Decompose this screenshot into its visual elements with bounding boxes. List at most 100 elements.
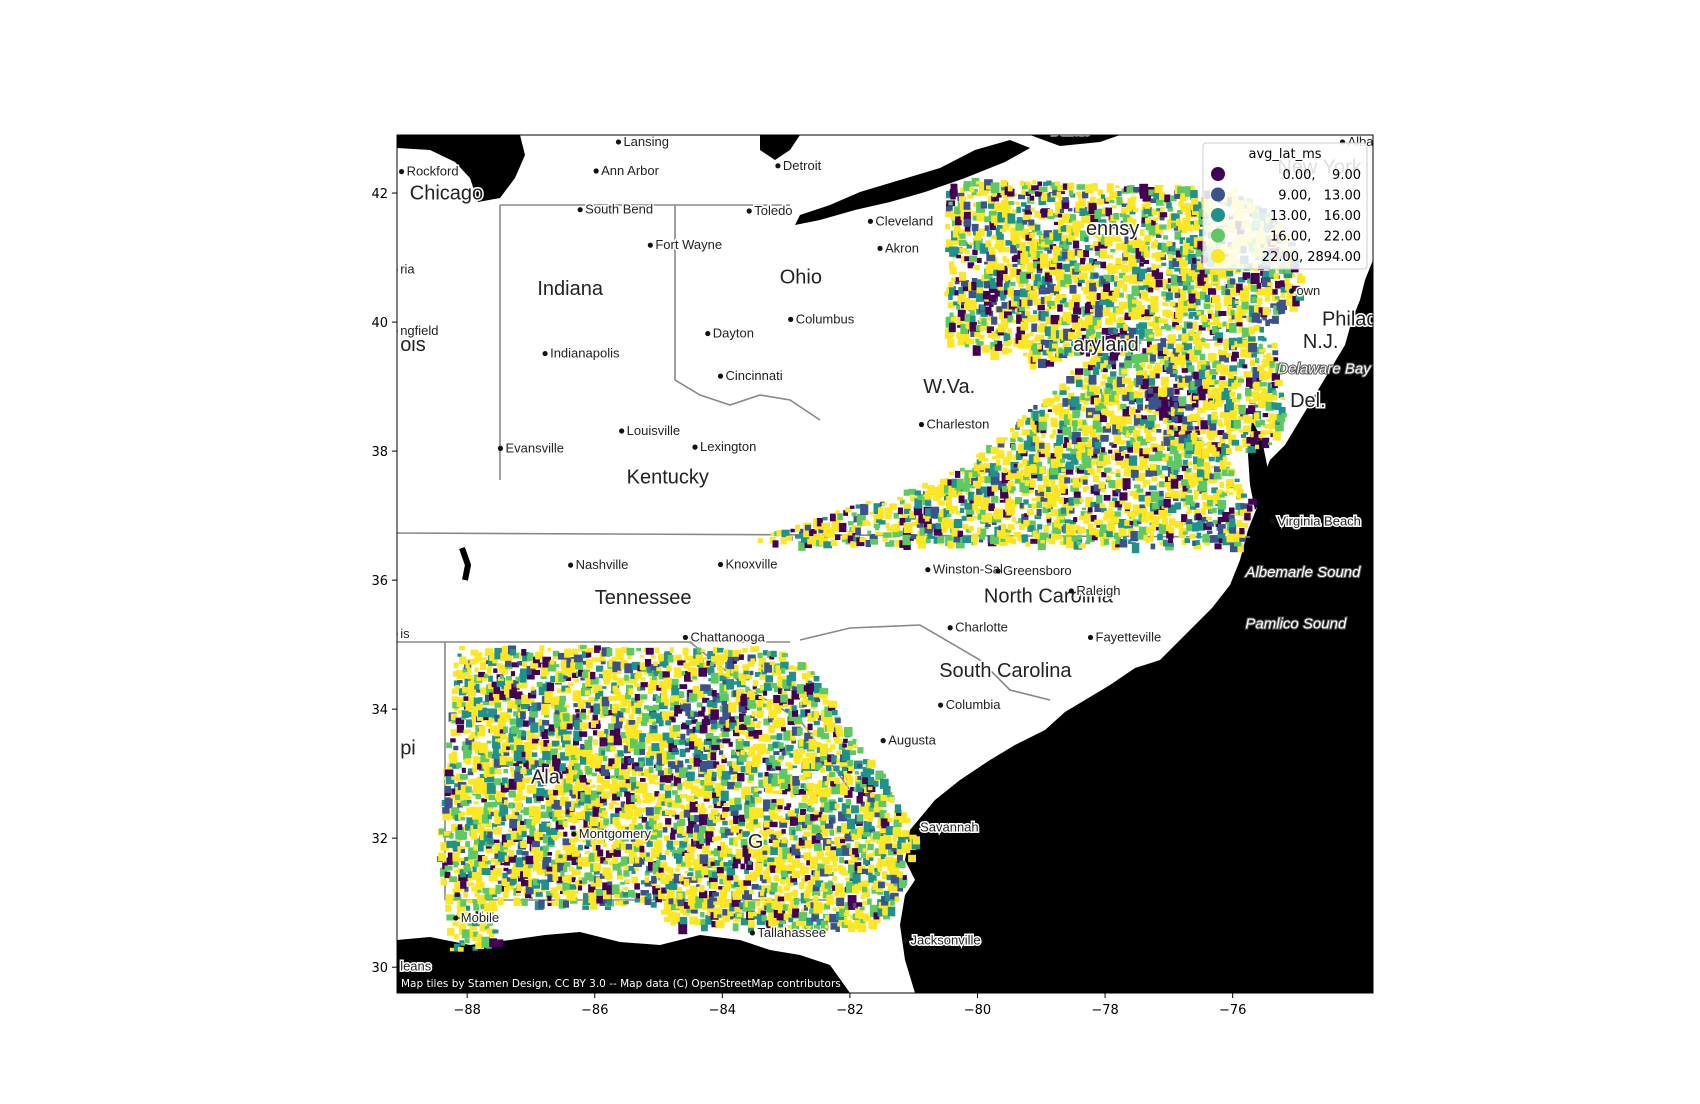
choropleth-cell: [628, 857, 635, 864]
choropleth-cell: [851, 512, 857, 517]
choropleth-cell: [1059, 242, 1065, 248]
choropleth-cell: [1218, 380, 1227, 392]
choropleth-cell: [470, 679, 476, 686]
choropleth-cell: [977, 320, 984, 325]
choropleth-cell: [453, 943, 461, 952]
choropleth-cell: [597, 684, 603, 691]
choropleth-cell: [1075, 373, 1082, 382]
choropleth-cell: [489, 698, 496, 706]
choropleth-cell: [658, 867, 664, 873]
choropleth-cell: [923, 516, 932, 528]
choropleth-cell: [989, 247, 995, 255]
choropleth-cell: [1221, 444, 1230, 455]
choropleth-cell: [653, 661, 658, 666]
choropleth-cell: [1095, 337, 1102, 346]
choropleth-cell: [973, 494, 983, 507]
choropleth-cell: [785, 529, 790, 536]
choropleth-cell: [1215, 392, 1221, 400]
choropleth-cell: [553, 778, 559, 784]
choropleth-cell: [1034, 294, 1039, 298]
choropleth-cell: [552, 650, 560, 657]
choropleth-cell: [1086, 301, 1092, 307]
choropleth-cell: [1194, 268, 1200, 273]
choropleth-cell: [1050, 327, 1059, 336]
choropleth-cell: [1028, 219, 1035, 226]
choropleth-cell: [639, 749, 645, 755]
choropleth-cell: [1156, 429, 1162, 433]
choropleth-cell: [656, 871, 664, 879]
choropleth-cell: [661, 887, 667, 894]
choropleth-cell: [1231, 355, 1237, 362]
choropleth-cell: [483, 673, 489, 678]
choropleth-cell: [1156, 264, 1162, 268]
choropleth-cell: [1060, 540, 1067, 546]
choropleth-cell: [482, 887, 491, 894]
choropleth-cell: [1019, 288, 1029, 298]
choropleth-cell: [1074, 262, 1081, 272]
choropleth-cell: [945, 316, 955, 328]
choropleth-cell: [1027, 504, 1034, 508]
choropleth-cell: [660, 877, 667, 885]
choropleth-cell: [1062, 342, 1070, 350]
choropleth-cell: [1197, 330, 1203, 335]
choropleth-cell: [593, 703, 602, 715]
choropleth-cell: [1215, 303, 1222, 310]
choropleth-cell: [980, 304, 985, 311]
choropleth-cell: [1161, 399, 1170, 412]
choropleth-cell: [1111, 298, 1118, 303]
choropleth-cell: [1171, 416, 1178, 423]
choropleth-cell: [1241, 523, 1249, 528]
choropleth-cell: [963, 216, 972, 227]
choropleth-cell: [1227, 370, 1234, 379]
choropleth-cell: [1085, 280, 1091, 288]
choropleth-cell: [640, 682, 648, 688]
choropleth-cell: [1205, 365, 1211, 370]
choropleth-cell: [1264, 286, 1273, 295]
choropleth-cell: [477, 916, 485, 925]
choropleth-cell: [1044, 326, 1053, 336]
choropleth-cell: [1186, 237, 1193, 243]
choropleth-cell: [1100, 276, 1109, 284]
choropleth-cell: [1128, 254, 1138, 266]
choropleth-cell: [1005, 474, 1014, 480]
choropleth-cell: [1064, 519, 1071, 525]
choropleth-cell: [605, 763, 613, 770]
choropleth-cell: [1178, 396, 1187, 407]
choropleth-cell: [1191, 439, 1197, 445]
choropleth-cell: [1021, 231, 1028, 239]
choropleth-cell: [505, 693, 511, 698]
choropleth-cell: [1141, 517, 1149, 523]
choropleth-cell: [1100, 249, 1107, 259]
choropleth-cell: [1153, 411, 1159, 415]
choropleth-cell: [602, 867, 611, 876]
choropleth-cell: [553, 789, 561, 796]
choropleth-cell: [1122, 377, 1127, 384]
choropleth-cell: [1114, 500, 1123, 508]
choropleth-cell: [1167, 225, 1172, 230]
choropleth-cell: [1183, 262, 1189, 266]
choropleth-cell: [1150, 543, 1156, 550]
choropleth-cell: [1175, 250, 1182, 258]
choropleth-cell: [494, 778, 502, 786]
choropleth-cell: [1266, 419, 1272, 422]
choropleth-cell: [1069, 284, 1077, 294]
choropleth-cell: [449, 720, 454, 724]
choropleth-cell: [1175, 343, 1183, 353]
choropleth-cell: [1076, 437, 1083, 442]
choropleth-cell: [565, 687, 572, 694]
choropleth-cell: [827, 529, 835, 535]
choropleth-cell: [636, 648, 642, 652]
choropleth-cell: [1111, 222, 1116, 229]
choropleth-cell: [1124, 301, 1130, 306]
choropleth-cell: [990, 463, 998, 473]
choropleth-cell: [614, 723, 623, 729]
choropleth-cell: [1108, 501, 1117, 508]
choropleth-cell: [878, 520, 886, 525]
choropleth-cell: [1144, 298, 1150, 302]
choropleth-cell: [1164, 360, 1172, 371]
choropleth-cell: [1168, 518, 1176, 527]
choropleth-cell: [997, 285, 1005, 291]
choropleth-cell: [685, 747, 691, 753]
choropleth-cell: [1144, 201, 1151, 209]
choropleth-cell: [1163, 498, 1171, 508]
